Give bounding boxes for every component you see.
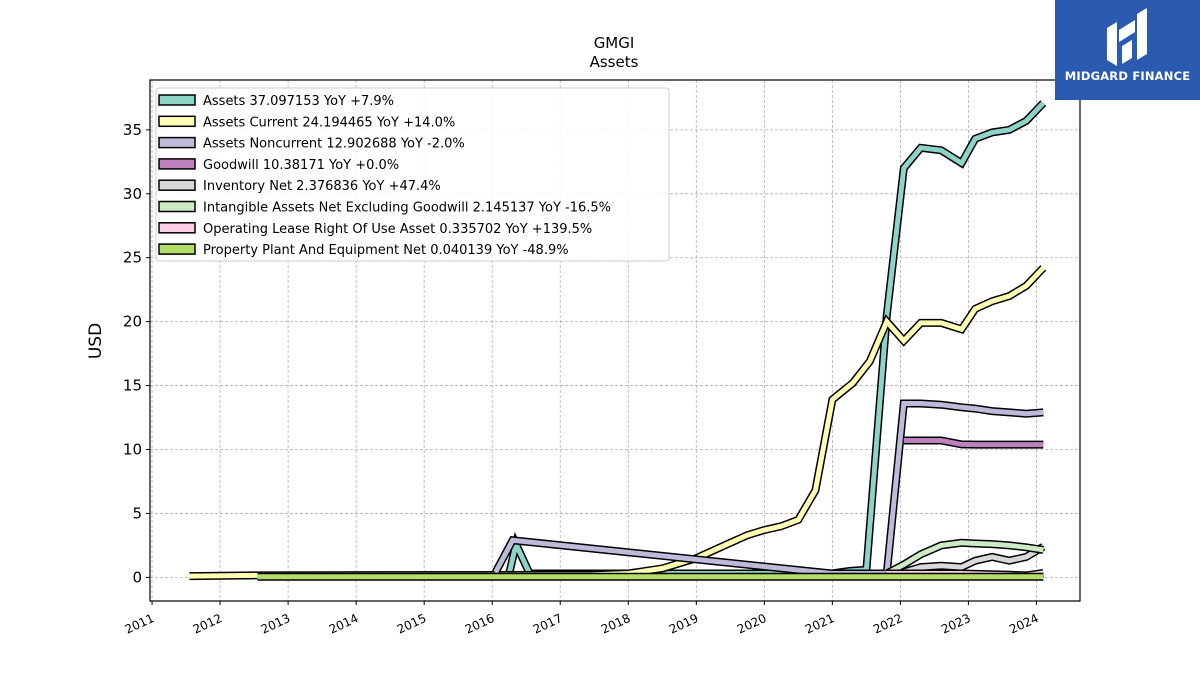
x-tick-label: 2012 bbox=[191, 611, 225, 637]
chart-subtitle: Assets bbox=[590, 53, 639, 71]
series-line-5 bbox=[884, 538, 1044, 578]
x-tick-label: 2014 bbox=[327, 611, 361, 637]
legend-label: Operating Lease Right Of Use Asset 0.335… bbox=[203, 222, 592, 237]
x-tick-label: 2013 bbox=[259, 611, 293, 637]
x-tick-label: 2015 bbox=[395, 611, 429, 637]
y-tick-label: 20 bbox=[123, 313, 142, 331]
x-tick-label: 2016 bbox=[463, 611, 497, 637]
legend-swatch bbox=[158, 179, 196, 191]
x-tick-label: 2021 bbox=[803, 611, 837, 637]
y-tick-label: 15 bbox=[123, 377, 142, 395]
legend-item: Assets Current 24.194465 YoY +14.0% bbox=[158, 115, 455, 130]
series-stroke bbox=[903, 438, 1044, 448]
plot-frame bbox=[149, 79, 1081, 602]
series-outline bbox=[189, 265, 1047, 581]
x-tick-label: 2018 bbox=[599, 611, 633, 637]
y-tick-label: 30 bbox=[123, 185, 142, 203]
x-tick-label: 2011 bbox=[123, 611, 157, 637]
legend-box bbox=[155, 87, 670, 262]
legend-label: Assets Noncurrent 12.902688 YoY -2.0% bbox=[203, 137, 465, 152]
legend-swatch bbox=[158, 158, 196, 170]
series-layer bbox=[189, 100, 1047, 581]
series-line-1 bbox=[189, 265, 1047, 581]
legend-label: Inventory Net 2.376836 YoY +47.4% bbox=[203, 179, 441, 194]
legend-swatch bbox=[158, 243, 196, 255]
y-tick-label: 5 bbox=[132, 504, 142, 522]
legend: Assets 37.097153 YoY +7.9% Assets Current… bbox=[155, 87, 670, 262]
midgard-logo-icon bbox=[1107, 8, 1147, 66]
y-axis-label: USD bbox=[86, 323, 106, 359]
legend-item: Inventory Net 2.376836 YoY +47.4% bbox=[158, 179, 441, 194]
legend-item: Goodwill 10.38171 YoY +0.0% bbox=[158, 158, 399, 173]
x-tick-label: 2019 bbox=[667, 611, 701, 637]
legend-item: Assets 37.097153 YoY +7.9% bbox=[158, 94, 394, 109]
y-tick-label: 10 bbox=[123, 440, 142, 458]
legend-item: Intangible Assets Net Excluding Goodwill… bbox=[158, 200, 611, 216]
legend-label: Intangible Assets Net Excluding Goodwill… bbox=[203, 201, 611, 216]
legend-item: Property Plant And Equipment Net 0.04013… bbox=[158, 243, 569, 258]
legend-label: Assets 37.097153 YoY +7.9% bbox=[203, 94, 394, 109]
y-axis: 0 5 10 15 20 25 30 35 bbox=[123, 121, 150, 586]
brand-logo: MIDGARD FINANCE bbox=[1055, 0, 1200, 100]
series-line-3 bbox=[903, 436, 1044, 449]
x-axis: 2011 2012 2013 2014 2015 2016 2017 2018 2019 2020… bbox=[123, 601, 1041, 637]
y-tick-label: 35 bbox=[123, 121, 142, 139]
x-tick-label: 2017 bbox=[531, 611, 565, 637]
series-stroke bbox=[885, 540, 1044, 576]
legend-label: Assets Current 24.194465 YoY +14.0% bbox=[203, 115, 455, 130]
y-tick-label: 25 bbox=[123, 249, 142, 267]
chart-title: GMGI bbox=[594, 34, 635, 52]
legend-item: Operating Lease Right Of Use Asset 0.335… bbox=[158, 222, 592, 237]
legend-label: Goodwill 10.38171 YoY +0.0% bbox=[203, 158, 399, 173]
legend-item: Assets Noncurrent 12.902688 YoY -2.0% bbox=[158, 136, 465, 152]
x-tick-label: 2024 bbox=[1007, 611, 1041, 637]
legend-swatch bbox=[158, 222, 196, 234]
y-tick-label: 0 bbox=[132, 568, 142, 586]
x-tick-label: 2020 bbox=[735, 611, 769, 637]
legend-swatch bbox=[158, 136, 196, 149]
legend-label: Property Plant And Equipment Net 0.04013… bbox=[203, 243, 569, 258]
series-line-2 bbox=[492, 399, 1044, 578]
series-stroke bbox=[493, 401, 1044, 576]
brand-name: MIDGARD FINANCE bbox=[1064, 69, 1191, 83]
legend-swatch bbox=[158, 115, 196, 128]
x-tick-label: 2023 bbox=[939, 611, 973, 637]
x-tick-label: 2022 bbox=[871, 611, 905, 637]
legend-swatch bbox=[158, 200, 196, 213]
series-stroke bbox=[189, 266, 1046, 579]
legend-swatch bbox=[158, 94, 196, 106]
